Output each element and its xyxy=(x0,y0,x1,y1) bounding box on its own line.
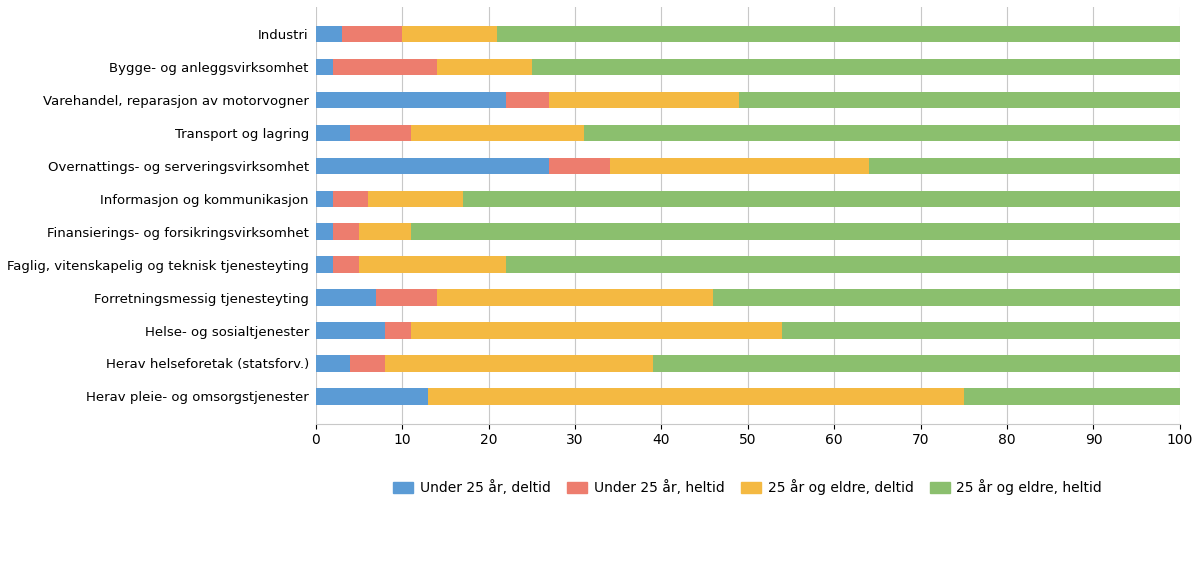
Bar xyxy=(410,125,583,141)
Bar xyxy=(334,223,359,240)
Bar xyxy=(410,323,782,339)
Bar xyxy=(550,92,739,108)
Bar xyxy=(316,388,428,404)
Bar xyxy=(506,256,1180,273)
Bar xyxy=(316,323,385,339)
Bar xyxy=(739,92,1180,108)
Bar xyxy=(532,59,1180,75)
Bar xyxy=(437,59,532,75)
Bar xyxy=(583,125,1180,141)
Bar xyxy=(713,289,1180,306)
Bar xyxy=(334,191,367,207)
Bar xyxy=(402,26,497,42)
Bar xyxy=(316,355,350,372)
Bar xyxy=(334,256,359,273)
Bar xyxy=(316,59,334,75)
Bar xyxy=(377,289,437,306)
Bar xyxy=(316,92,506,108)
Bar xyxy=(550,158,610,174)
Bar xyxy=(342,26,402,42)
Bar xyxy=(506,92,550,108)
Bar xyxy=(316,26,342,42)
Bar xyxy=(385,323,410,339)
Bar xyxy=(359,256,506,273)
Bar xyxy=(782,323,1180,339)
Bar xyxy=(316,256,334,273)
Bar xyxy=(964,388,1180,404)
Bar xyxy=(610,158,869,174)
Bar xyxy=(316,289,377,306)
Bar xyxy=(385,355,653,372)
Bar xyxy=(350,355,385,372)
Bar xyxy=(316,158,550,174)
Legend: Under 25 år, deltid, Under 25 år, heltid, 25 år og eldre, deltid, 25 år og eldre: Under 25 år, deltid, Under 25 år, heltid… xyxy=(386,472,1109,502)
Bar xyxy=(428,388,964,404)
Bar xyxy=(367,191,463,207)
Bar xyxy=(410,223,1180,240)
Bar xyxy=(497,26,1180,42)
Bar xyxy=(869,158,1180,174)
Bar xyxy=(316,191,334,207)
Bar xyxy=(463,191,1180,207)
Bar xyxy=(437,289,713,306)
Bar xyxy=(359,223,410,240)
Bar xyxy=(653,355,1180,372)
Bar xyxy=(350,125,410,141)
Bar xyxy=(316,125,350,141)
Bar xyxy=(334,59,437,75)
Bar xyxy=(316,223,334,240)
